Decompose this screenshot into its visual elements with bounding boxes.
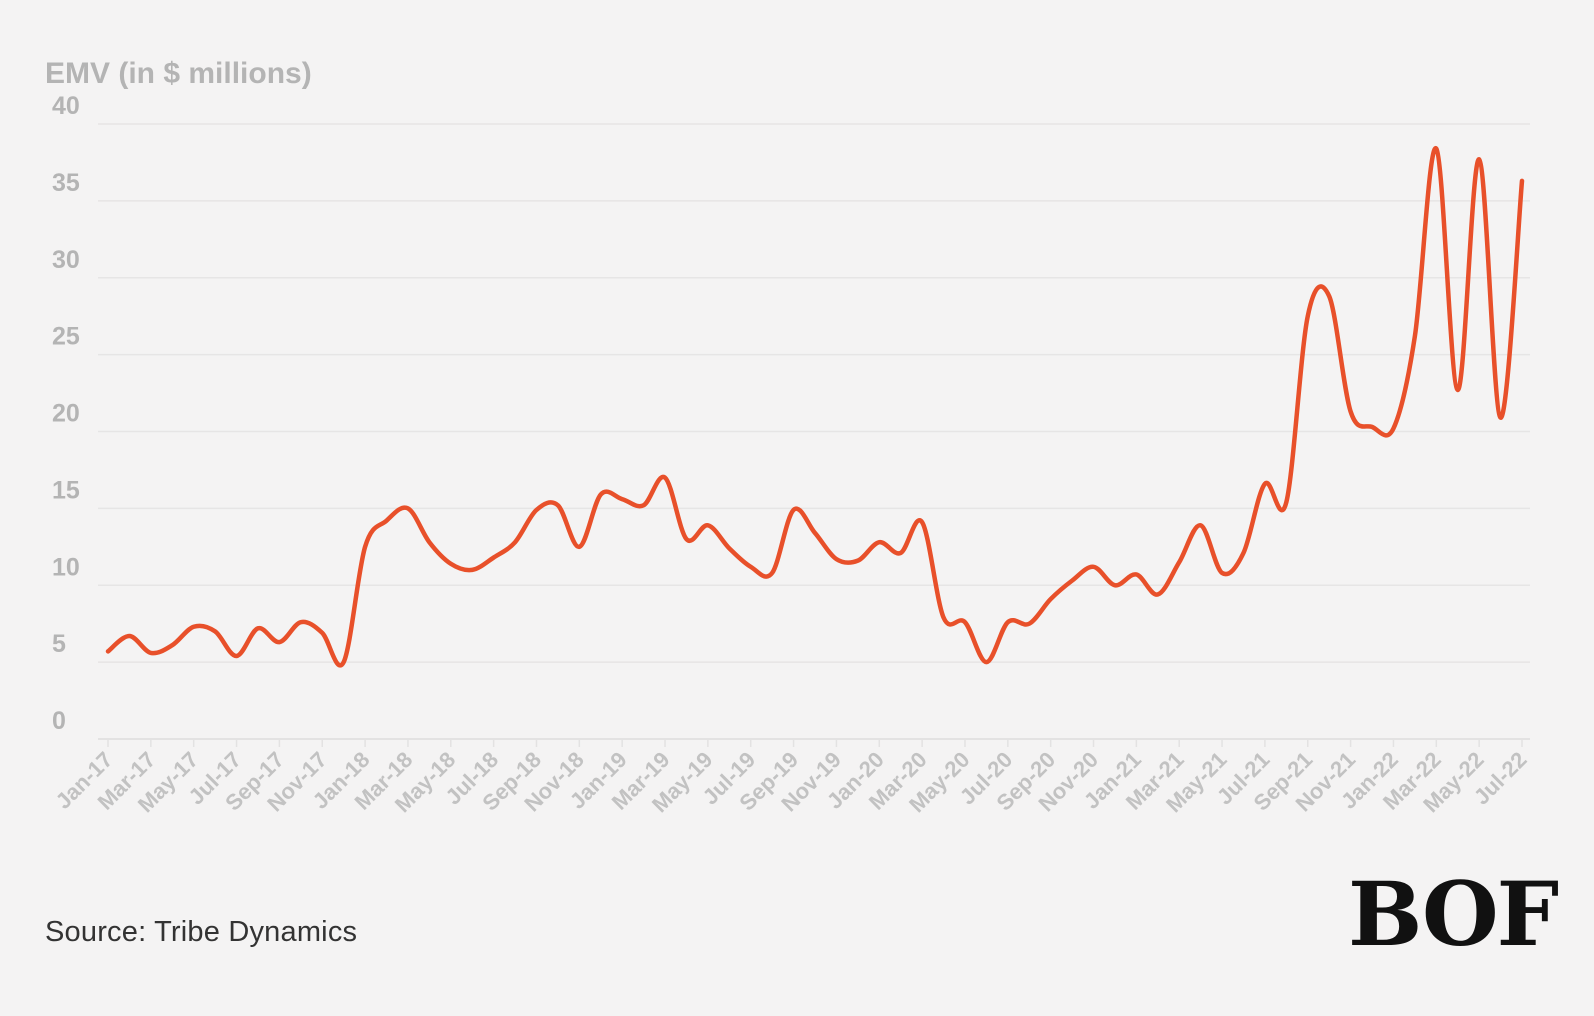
series-line-emv xyxy=(105,146,1525,668)
series-layer xyxy=(105,146,1525,668)
y-tick-label: 25 xyxy=(52,323,80,351)
source-note: Source: Tribe Dynamics xyxy=(45,916,358,948)
y-tick-label: 10 xyxy=(52,553,80,581)
y-axis-ticks: 0 5 10 15 20 25 30 35 40 xyxy=(52,92,80,735)
y-axis-title: EMV (in $ millions) xyxy=(45,57,312,90)
y-tick-label: 30 xyxy=(52,246,80,274)
bof-logo: BOF xyxy=(1348,862,1559,966)
y-tick-label: 40 xyxy=(52,92,80,120)
y-tick-label: 0 xyxy=(52,707,66,735)
gridlines xyxy=(98,123,1530,740)
x-axis: Jan-17Mar-17May-17Jul-17Sep-17Nov-17Jan-… xyxy=(51,739,1532,817)
y-tick-label: 20 xyxy=(52,400,80,428)
emv-line-chart: EMV (in $ millions) 0 5 10 15 20 25 30 35 40 Jan… xyxy=(45,57,1532,817)
y-tick-label: 5 xyxy=(52,630,66,658)
y-tick-label: 35 xyxy=(52,169,80,197)
y-tick-label: 15 xyxy=(52,476,80,504)
